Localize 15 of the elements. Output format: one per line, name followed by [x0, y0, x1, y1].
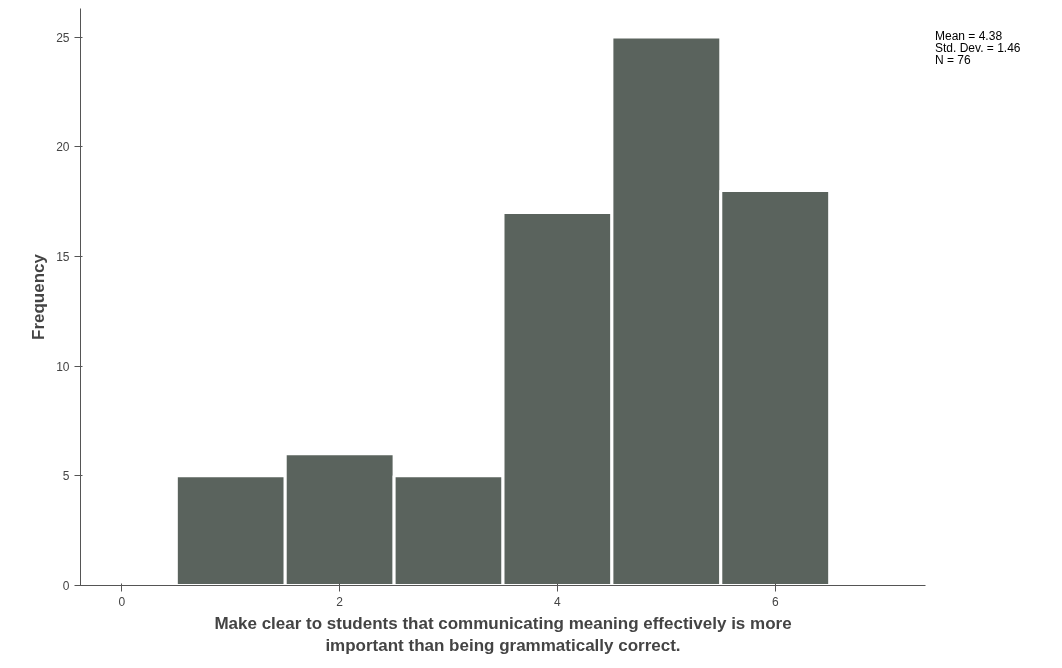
x-tick-label: 4	[554, 594, 562, 609]
y-tick-label: 25	[56, 30, 70, 45]
text: Mean = 4.38	[935, 29, 1004, 43]
x-axis-title: Make clear to students that communicating meaning effectively is more important than being grammatically correct.	[214, 613, 792, 656]
y-axis-title: Frequency	[29, 253, 49, 340]
y-tick-label: 5	[62, 469, 70, 484]
text: N = 76	[935, 53, 972, 67]
y-tick-label: 0	[62, 579, 70, 593]
y-tick-label: 10	[56, 359, 70, 374]
y-tick-label: 15	[56, 249, 70, 264]
x-tick-label: 6	[771, 594, 779, 609]
y-tick-label: 20	[56, 140, 70, 155]
x-tick-label: 2	[336, 594, 344, 609]
text: Std. Dev. = 1.46	[935, 41, 1021, 55]
x-tick-label: 0	[118, 594, 126, 609]
